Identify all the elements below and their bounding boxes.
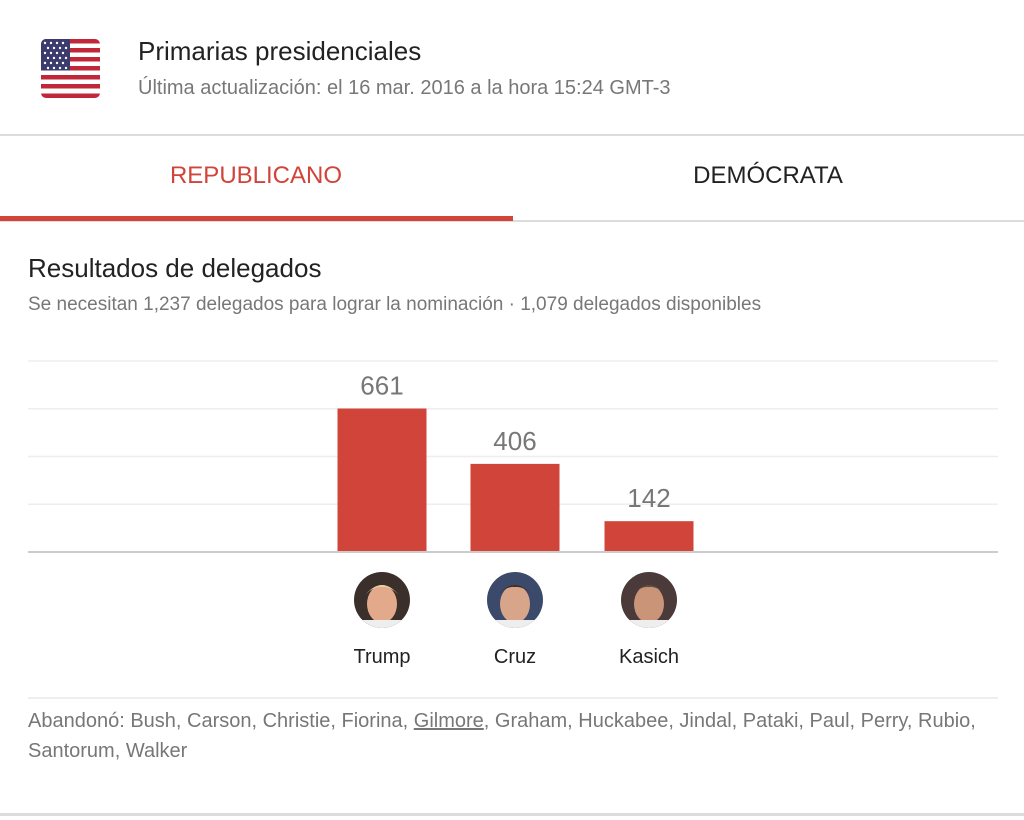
candidate-name: Trump [353,646,411,668]
candidate-trump[interactable]: Trump [322,572,442,669]
dropped-out-text: Abandonó: Bush, Carson, Christie, Fiorin… [28,706,988,766]
section-subtitle: Se necesitan 1,237 delegados para lograr… [28,294,762,315]
bar-trump [337,408,427,552]
candidate-kasich[interactable]: Kasich [589,572,709,669]
value-label-kasich: 142 [627,483,670,513]
us-flag-icon [41,39,100,98]
kasich-avatar[interactable] [621,572,677,628]
candidate-name: Kasich [618,646,680,668]
party-tabs: REPUBLICANO DEMÓCRATA [0,136,1024,222]
tab-democrata[interactable]: DEMÓCRATA [693,162,843,189]
gilmore-link[interactable]: Gilmore [413,710,484,732]
active-tab-indicator [0,216,513,221]
divider [28,697,998,699]
dropped-list-b: , Graham, Huckabee, Jindal, Pataki, Paul… [28,710,976,762]
candidate-name: Cruz [493,646,537,668]
bottom-divider [0,813,1024,816]
candidate-cruz[interactable]: Cruz [455,572,575,669]
delegates-bar-chart: 661 406 142 [28,360,998,553]
cruz-avatar[interactable] [487,572,543,628]
dropped-list-a: Bush, Carson, Christie, Fiorina, [130,710,414,732]
value-label-trump: 661 [360,371,403,401]
last-updated: Última actualización: el 16 mar. 2016 a … [138,77,671,99]
header: Primarias presidenciales Última actualiz… [0,0,1024,136]
tab-republicano[interactable]: REPUBLICANO [169,162,343,189]
value-label-cruz: 406 [493,426,536,456]
trump-avatar[interactable] [354,572,410,628]
section-title: Resultados de delegados [28,253,322,283]
bar-kasich [604,521,694,552]
dropped-prefix: Abandonó: [28,710,131,732]
page-title: Primarias presidenciales [138,36,422,66]
bar-cruz [470,463,560,552]
